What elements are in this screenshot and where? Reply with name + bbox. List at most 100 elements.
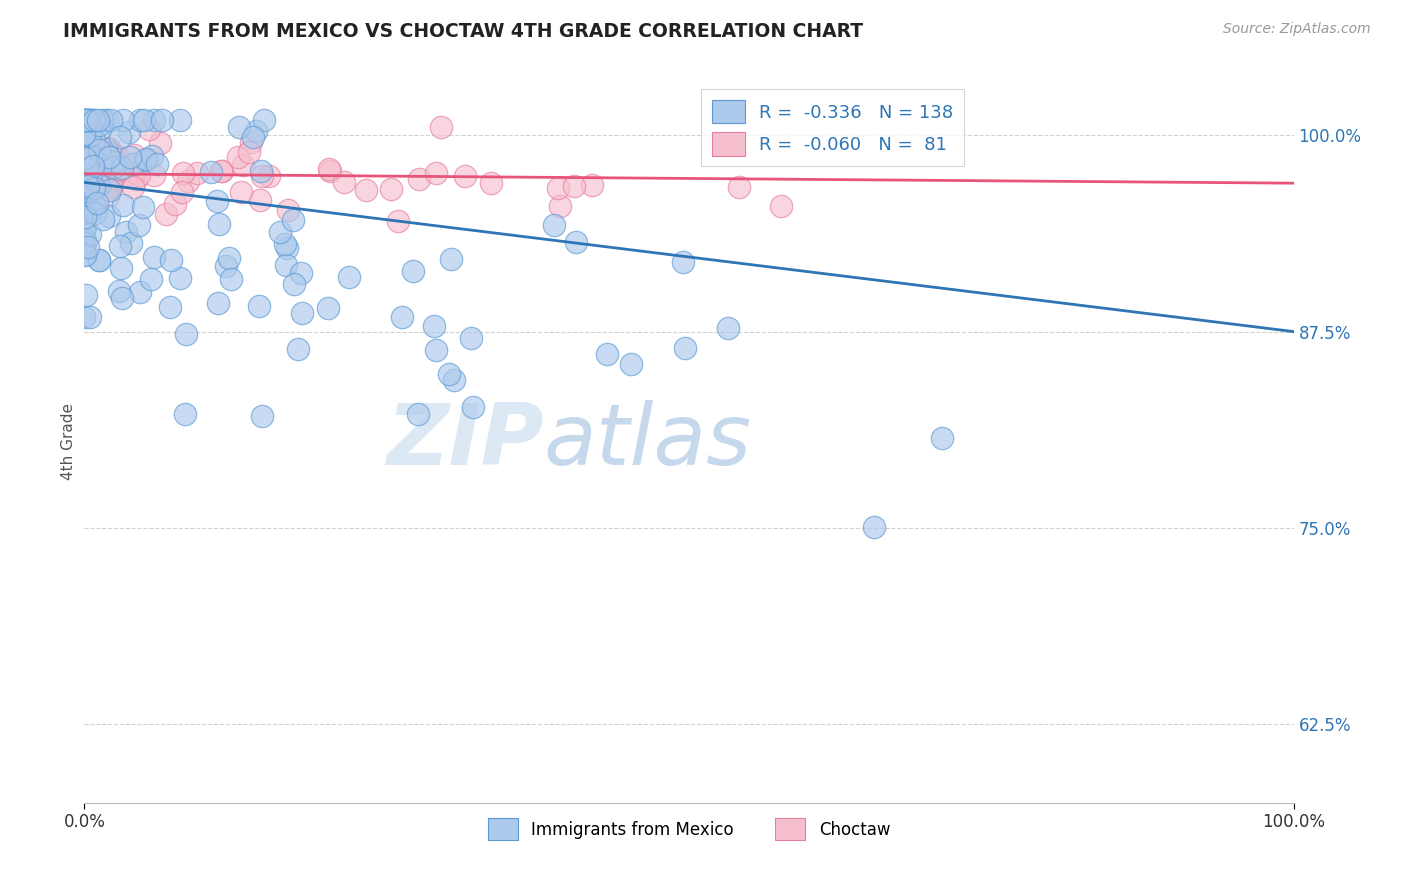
Point: [146, 157, 169, 171]
Point: [111, 198, 134, 212]
Point: [97, 209, 120, 223]
Point: [620, 358, 643, 372]
Point: [73, 205, 96, 219]
Text: IMMIGRANTS FROM MEXICO VS CHOCTAW 4TH GRADE CORRELATION CHART: IMMIGRANTS FROM MEXICO VS CHOCTAW 4TH GR…: [63, 22, 863, 41]
Point: [218, 252, 240, 266]
Point: [76, 169, 98, 183]
Point: [454, 169, 477, 183]
Point: [73, 128, 96, 142]
Point: [186, 166, 208, 180]
Point: [77, 240, 100, 254]
Point: [124, 172, 146, 186]
Point: [132, 200, 155, 214]
Point: [111, 161, 134, 175]
Point: [75, 169, 97, 184]
Point: [406, 407, 429, 421]
Point: [73, 239, 96, 253]
Point: [76, 178, 98, 193]
Text: Source: ZipAtlas.com: Source: ZipAtlas.com: [1223, 22, 1371, 37]
Point: [173, 407, 195, 421]
Point: [717, 321, 740, 335]
Point: [402, 264, 425, 278]
Point: [387, 214, 409, 228]
Point: [94, 142, 117, 156]
Point: [134, 153, 156, 168]
Point: [333, 175, 356, 189]
Point: [159, 301, 181, 315]
Point: [318, 161, 340, 176]
Point: [83, 112, 105, 127]
Point: [77, 112, 100, 127]
Point: [142, 168, 165, 182]
Point: [215, 260, 238, 274]
Point: [73, 233, 96, 247]
Point: [769, 199, 792, 213]
Point: [75, 192, 97, 206]
Point: [83, 196, 105, 211]
Point: [247, 299, 270, 313]
Point: [87, 158, 110, 172]
Point: [408, 172, 430, 186]
Point: [98, 141, 121, 155]
Point: [76, 128, 98, 142]
Point: [87, 252, 110, 267]
Point: [82, 146, 104, 161]
Point: [90, 120, 112, 135]
Point: [89, 178, 111, 192]
Point: [97, 188, 120, 202]
Point: [354, 183, 377, 197]
Point: [87, 118, 110, 132]
Point: [211, 164, 233, 178]
Point: [73, 236, 96, 251]
Point: [673, 341, 696, 355]
Point: [169, 112, 191, 127]
Point: [87, 168, 110, 182]
Point: [87, 252, 110, 267]
Point: [75, 112, 97, 127]
Point: [238, 145, 260, 159]
Point: [103, 169, 125, 183]
Point: [439, 252, 461, 266]
Point: [83, 181, 105, 195]
Point: [73, 112, 96, 127]
Point: [73, 220, 96, 235]
Point: [142, 112, 165, 127]
Point: [80, 204, 103, 219]
Point: [479, 177, 502, 191]
Point: [77, 163, 100, 178]
Point: [122, 157, 145, 171]
Point: [127, 156, 149, 170]
Point: [94, 158, 117, 172]
Point: [283, 277, 305, 292]
Point: [75, 210, 97, 224]
Point: [863, 520, 886, 534]
Point: [319, 164, 342, 178]
Point: [443, 373, 465, 387]
Point: [98, 183, 121, 197]
Point: [96, 112, 118, 127]
Point: [931, 431, 953, 445]
Point: [73, 170, 96, 185]
Point: [122, 148, 145, 162]
Point: [77, 112, 100, 127]
Point: [226, 150, 249, 164]
Point: [547, 180, 569, 194]
Point: [98, 146, 121, 161]
Point: [75, 191, 97, 205]
Point: [73, 112, 96, 127]
Point: [83, 155, 105, 169]
Point: [73, 179, 96, 194]
Point: [207, 296, 229, 310]
Point: [77, 118, 100, 132]
Point: [76, 178, 98, 193]
Point: [79, 310, 101, 324]
Point: [149, 136, 172, 150]
Point: [125, 156, 148, 170]
Point: [100, 179, 122, 194]
Point: [425, 343, 447, 357]
Point: [100, 178, 122, 192]
Point: [73, 247, 96, 261]
Point: [581, 178, 603, 193]
Point: [221, 272, 243, 286]
Point: [80, 150, 103, 164]
